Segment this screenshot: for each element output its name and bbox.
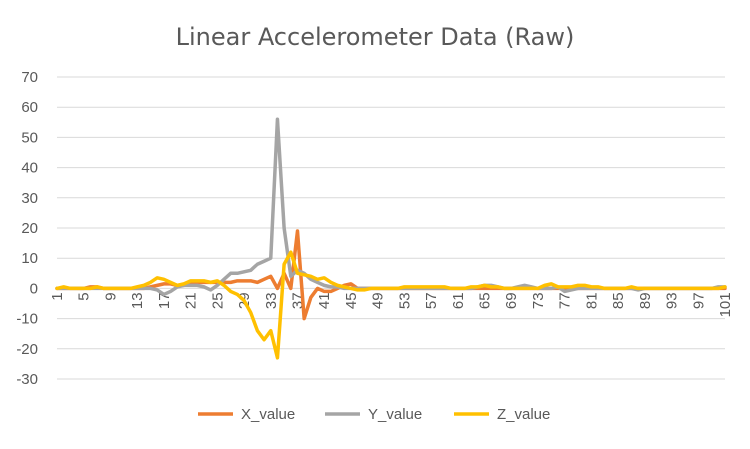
x-tick-label: 61 <box>450 292 467 309</box>
series-lines <box>55 117 727 360</box>
x-tick-label: 45 <box>343 292 360 309</box>
x-tick-label: 69 <box>503 292 520 309</box>
y-tick-label: 60 <box>21 99 38 116</box>
x-tick-label: 81 <box>583 292 600 309</box>
x-tick-label: 65 <box>477 292 494 309</box>
series-line-y-value <box>55 117 727 297</box>
x-tick-label: 9 <box>102 292 119 300</box>
y-tick-label: 70 <box>21 69 38 86</box>
y-tick-label: -30 <box>16 371 38 388</box>
x-tick-label: 57 <box>423 292 440 309</box>
x-tick-label: 49 <box>370 292 387 309</box>
y-tick-label: -20 <box>16 341 38 358</box>
x-tick-label: 41 <box>316 292 333 309</box>
x-tick-label: 77 <box>557 292 574 309</box>
x-axis-ticks: 1 5 9 13 17 21 25 29 33 37 41 45 49 53 57 61 65 69 73 77 81 8… <box>49 292 734 317</box>
y-tick-label: 20 <box>21 220 38 237</box>
x-tick-label: 21 <box>183 292 200 309</box>
x-tick-label: 89 <box>637 292 654 309</box>
y-tick-label: 30 <box>21 190 38 207</box>
legend-label: Y_value <box>368 406 422 423</box>
x-tick-label: 25 <box>209 292 226 309</box>
x-tick-label: 53 <box>396 292 413 309</box>
x-tick-label: 17 <box>156 292 173 309</box>
x-tick-label: 93 <box>664 292 681 309</box>
gridlines <box>57 76 725 380</box>
x-tick-label: 1 <box>49 292 66 300</box>
y-tick-label: 40 <box>21 160 38 177</box>
x-tick-label: 13 <box>129 292 146 309</box>
x-tick-label: 5 <box>76 292 93 300</box>
y-tick-label: -10 <box>16 311 38 328</box>
chart-title: Linear Accelerometer Data (Raw) <box>176 23 575 51</box>
x-tick-label: 85 <box>610 292 627 309</box>
legend-label: X_value <box>241 406 295 423</box>
x-tick-label: 97 <box>690 292 707 309</box>
y-axis-ticks: -30 -20 -10 0 10 20 30 40 50 60 70 <box>16 69 38 388</box>
legend-label: Z_value <box>497 406 550 423</box>
y-tick-label: 10 <box>21 250 38 267</box>
x-tick-label: 33 <box>263 292 280 309</box>
series-line-z-value <box>55 250 727 360</box>
y-tick-label: 0 <box>30 280 38 297</box>
legend: X_value Y_value Z_value <box>198 406 550 423</box>
x-tick-label: 101 <box>717 292 734 317</box>
x-tick-label: 73 <box>530 292 547 309</box>
y-tick-label: 50 <box>21 129 38 146</box>
